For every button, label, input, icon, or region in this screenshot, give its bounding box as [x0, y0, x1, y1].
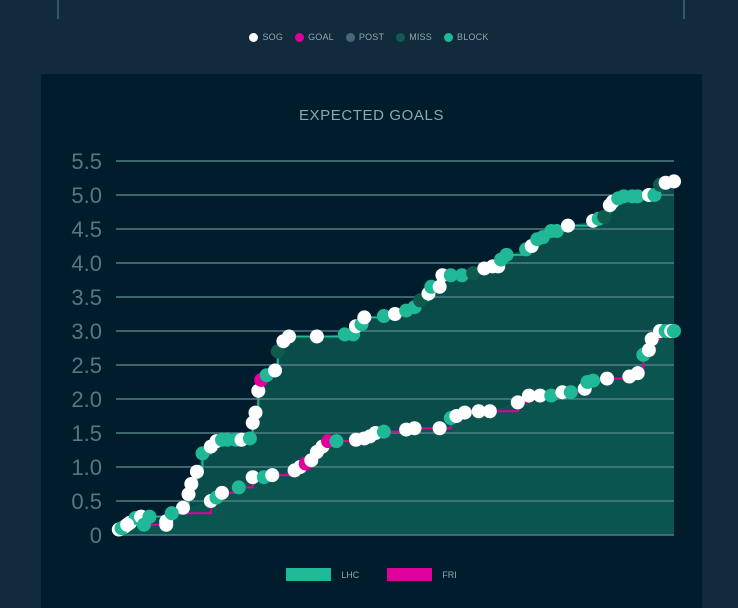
- point-lhc-block: [499, 247, 514, 262]
- point-lhc-sog: [175, 500, 190, 515]
- point-lhc-block: [242, 431, 257, 446]
- legend-item-goal[interactable]: GOAL: [295, 32, 334, 42]
- legend-item-fri[interactable]: FRI: [387, 568, 457, 581]
- point-lhc-sog: [560, 218, 575, 233]
- legend-item-post[interactable]: POST: [345, 32, 385, 42]
- point-fri-sog: [533, 388, 548, 403]
- point-lhc-sog: [357, 310, 372, 325]
- point-fri-sog: [471, 404, 486, 419]
- point-lhc-miss: [270, 344, 285, 359]
- y-tick-label: 5.5: [71, 149, 102, 174]
- expected-goals-chart: 0 0.5 1.0 1.5 2.0 2.5 3.0 3.5 4.0 4.5 5.0 5.5: [71, 149, 681, 548]
- point-fri-block: [376, 424, 391, 439]
- sog-dot-icon: [249, 32, 259, 42]
- y-tick-label: 5.0: [71, 183, 102, 208]
- goal-dot-icon: [295, 32, 305, 42]
- legend-item-sog[interactable]: SOG: [249, 32, 283, 42]
- y-tick-label: 3.0: [71, 319, 102, 344]
- point-fri-block: [586, 373, 601, 388]
- point-lhc-sog: [189, 464, 204, 479]
- legend-label-goal: GOAL: [308, 32, 334, 42]
- point-lhc-block: [647, 188, 662, 202]
- point-lhc-block: [549, 224, 564, 239]
- point-fri-block: [563, 385, 578, 400]
- point-lhc-block: [376, 309, 391, 324]
- point-fri-block: [164, 506, 179, 521]
- y-tick-label: 3.5: [71, 285, 102, 310]
- lhc-swatch: [286, 568, 332, 581]
- y-tick-label: 4.0: [71, 251, 102, 276]
- legend-label-fri: FRI: [442, 569, 457, 580]
- top-divider-right: [683, 0, 685, 19]
- legend-label-sog: SOG: [262, 32, 284, 42]
- y-tick-label: 1.0: [71, 455, 102, 480]
- point-fri-sog: [432, 421, 447, 436]
- point-fri-sog: [407, 421, 422, 436]
- point-fri-sog: [630, 366, 645, 381]
- chart-panel: EXPECTED GOALS 0 0.5 1.0 1.5 2.0 2.5 3.0 3.5 4.0…: [41, 74, 702, 608]
- point-fri-block: [231, 480, 246, 495]
- y-tick-label: 0.5: [71, 489, 102, 514]
- point-lhc-block: [443, 268, 458, 283]
- point-fri-sog: [159, 517, 174, 532]
- point-lhc-miss: [597, 209, 612, 224]
- point-lhc-block: [630, 189, 645, 204]
- point-fri-sog: [245, 470, 260, 485]
- point-lhc-sog: [268, 363, 283, 378]
- point-lhc-sog: [667, 174, 681, 189]
- legend-item-block[interactable]: BLOCK: [444, 32, 489, 42]
- point-lhc-miss: [466, 266, 481, 281]
- legend-label-post: POST: [358, 32, 385, 42]
- point-fri-block: [329, 434, 344, 449]
- point-fri-sog: [265, 468, 280, 483]
- point-lhc-sog: [432, 279, 447, 294]
- point-fri-block: [544, 388, 559, 403]
- y-tick-label: 2.0: [71, 387, 102, 412]
- legend-item-miss[interactable]: MISS: [396, 32, 432, 42]
- post-dot-icon: [345, 32, 355, 42]
- point-fri-sog: [510, 395, 525, 410]
- block-dot-icon: [444, 32, 454, 42]
- point-fri-sog: [482, 404, 497, 419]
- y-tick-label: 4.5: [71, 217, 102, 242]
- point-lhc-sog: [248, 405, 263, 420]
- point-fri-sog: [120, 517, 135, 532]
- fri-swatch: [387, 568, 433, 581]
- chart-title: EXPECTED GOALS: [298, 107, 445, 124]
- miss-dot-icon: [396, 32, 406, 42]
- point-lhc-sog: [309, 329, 324, 344]
- point-lhc-sog: [251, 383, 266, 398]
- y-tick-label: 1.5: [71, 421, 102, 446]
- legend-item-lhc[interactable]: LHC: [286, 568, 359, 581]
- y-tick-label: 0: [90, 523, 102, 548]
- point-lhc-sog: [388, 307, 402, 321]
- point-fri-sog: [457, 405, 472, 420]
- event-type-legend: SOG GOAL POST MISS BLOCK: [0, 32, 738, 42]
- point-lhc-sog: [281, 329, 296, 344]
- legend-label-block: BLOCK: [457, 32, 489, 42]
- point-fri-block: [667, 324, 681, 338]
- legend-label-lhc: LHC: [341, 569, 360, 580]
- point-fri-sog: [600, 371, 615, 386]
- legend-label-miss: MISS: [409, 32, 433, 42]
- point-fri-block: [136, 517, 151, 532]
- point-fri-sog: [641, 343, 656, 358]
- point-fri-sog: [215, 485, 230, 500]
- y-tick-label: 2.5: [71, 353, 102, 378]
- team-legend: LHC FRI: [41, 568, 702, 581]
- point-fri-sog: [521, 388, 536, 403]
- top-divider-left: [57, 0, 59, 19]
- point-lhc-sog: [184, 477, 199, 491]
- point-lhc-block: [454, 268, 469, 283]
